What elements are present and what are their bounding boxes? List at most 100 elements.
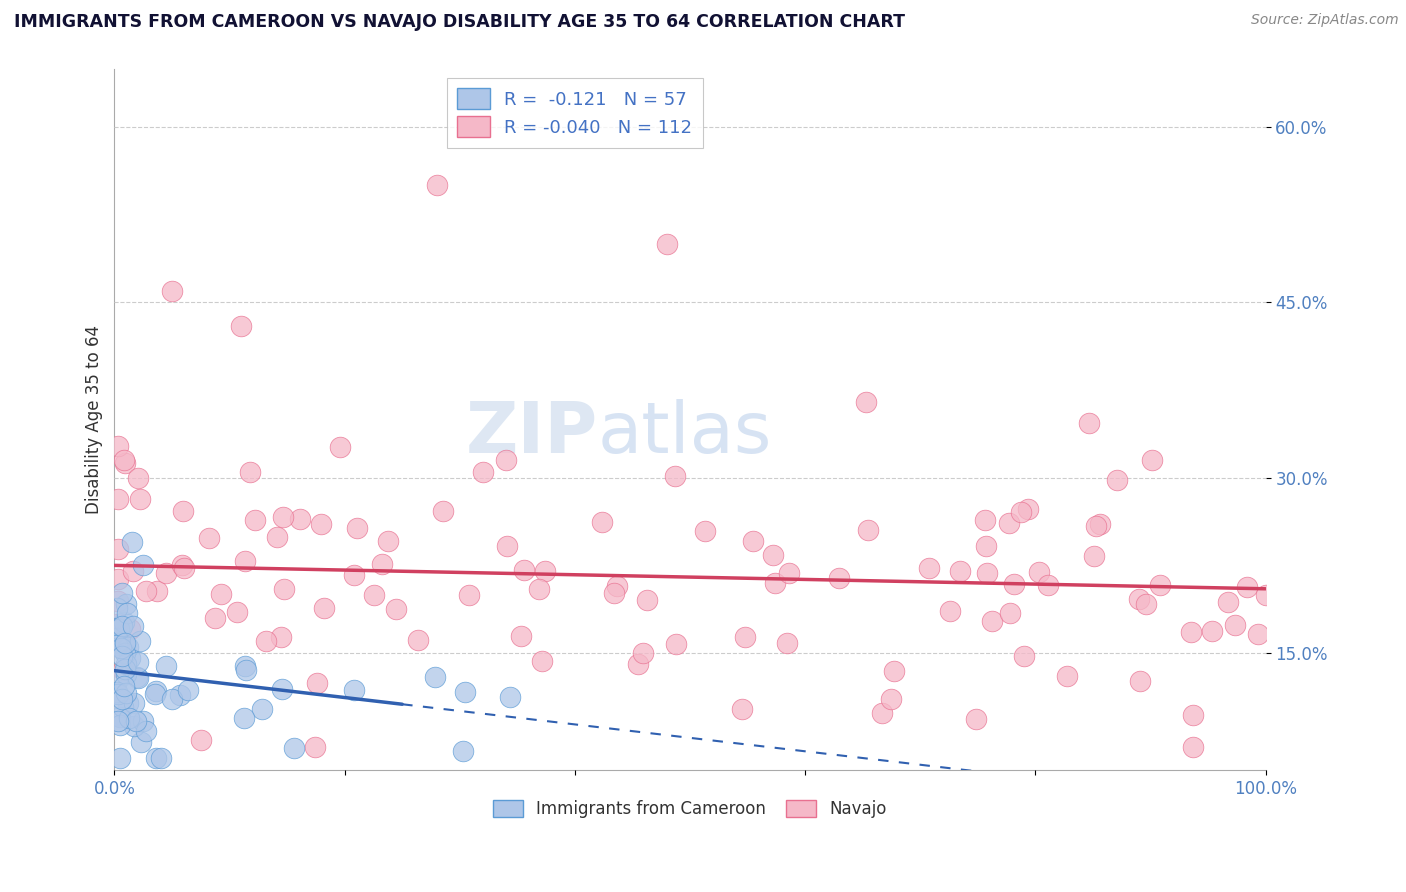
- Point: [1078, 416, 1101, 430]
- Point: [288, 511, 311, 525]
- Point: [225, 605, 247, 619]
- Point: [606, 579, 628, 593]
- Point: [307, 676, 329, 690]
- Point: [776, 636, 799, 650]
- Point: [371, 558, 394, 572]
- Point: [129, 735, 152, 749]
- Point: [1140, 452, 1163, 467]
- Point: [108, 710, 131, 724]
- Point: [107, 617, 129, 632]
- Point: [1236, 581, 1258, 595]
- Legend: Immigrants from Cameroon, Navajo: Immigrants from Cameroon, Navajo: [486, 793, 894, 825]
- Point: [107, 594, 129, 608]
- Text: IMMIGRANTS FROM CAMEROON VS NAVAJO DISABILITY AGE 35 TO 64 CORRELATION CHART: IMMIGRANTS FROM CAMEROON VS NAVAJO DISAB…: [14, 13, 905, 31]
- Point: [329, 441, 352, 455]
- Point: [108, 622, 131, 636]
- Point: [1107, 473, 1129, 487]
- Point: [127, 471, 149, 485]
- Point: [107, 491, 129, 506]
- Point: [128, 634, 150, 648]
- Point: [918, 561, 941, 575]
- Point: [198, 532, 221, 546]
- Point: [111, 586, 134, 600]
- Point: [763, 576, 786, 591]
- Point: [633, 646, 655, 660]
- Point: [273, 582, 295, 596]
- Point: [980, 615, 1002, 629]
- Point: [110, 641, 132, 656]
- Point: [105, 674, 128, 689]
- Point: [135, 583, 157, 598]
- Point: [112, 615, 135, 629]
- Point: [531, 654, 554, 668]
- Point: [883, 664, 905, 678]
- Point: [432, 504, 454, 518]
- Point: [125, 670, 148, 684]
- Point: [145, 683, 167, 698]
- Point: [229, 318, 252, 333]
- Point: [1180, 625, 1202, 640]
- Point: [665, 637, 688, 651]
- Point: [132, 558, 155, 573]
- Point: [107, 636, 129, 650]
- Point: [232, 710, 254, 724]
- Point: [243, 513, 266, 527]
- Point: [125, 714, 148, 729]
- Point: [114, 636, 136, 650]
- Point: [112, 679, 135, 693]
- Point: [170, 558, 193, 573]
- Point: [1083, 549, 1105, 563]
- Point: [1010, 505, 1032, 519]
- Point: [495, 540, 517, 554]
- Point: [664, 469, 686, 483]
- Point: [122, 564, 145, 578]
- Point: [973, 512, 995, 526]
- Point: [1128, 591, 1150, 606]
- Point: [1004, 577, 1026, 591]
- Point: [309, 517, 332, 532]
- Point: [111, 619, 134, 633]
- Point: [731, 702, 754, 716]
- Point: [266, 530, 288, 544]
- Point: [870, 706, 893, 721]
- Point: [693, 524, 716, 538]
- Point: [110, 718, 132, 732]
- Point: [1028, 565, 1050, 579]
- Point: [177, 683, 200, 698]
- Point: [143, 687, 166, 701]
- Point: [938, 604, 960, 618]
- Point: [209, 587, 232, 601]
- Point: [270, 681, 292, 696]
- Point: [135, 724, 157, 739]
- Point: [426, 178, 449, 193]
- Point: [121, 535, 143, 549]
- Point: [880, 691, 903, 706]
- Point: [127, 671, 149, 685]
- Point: [271, 510, 294, 524]
- Point: [115, 607, 138, 621]
- Text: Source: ZipAtlas.com: Source: ZipAtlas.com: [1251, 13, 1399, 28]
- Point: [304, 739, 326, 754]
- Point: [233, 554, 256, 568]
- Point: [105, 638, 128, 652]
- Point: [112, 453, 135, 467]
- Point: [122, 696, 145, 710]
- Point: [458, 588, 481, 602]
- Point: [204, 610, 226, 624]
- Point: [114, 639, 136, 653]
- Point: [1012, 648, 1035, 663]
- Point: [118, 711, 141, 725]
- Point: [160, 692, 183, 706]
- Point: [117, 697, 139, 711]
- Point: [115, 657, 138, 671]
- Point: [107, 686, 129, 700]
- Point: [828, 571, 851, 585]
- Point: [131, 714, 153, 729]
- Point: [343, 682, 366, 697]
- Point: [856, 523, 879, 537]
- Point: [160, 284, 183, 298]
- Point: [1036, 578, 1059, 592]
- Point: [1135, 598, 1157, 612]
- Point: [976, 566, 998, 581]
- Point: [127, 655, 149, 669]
